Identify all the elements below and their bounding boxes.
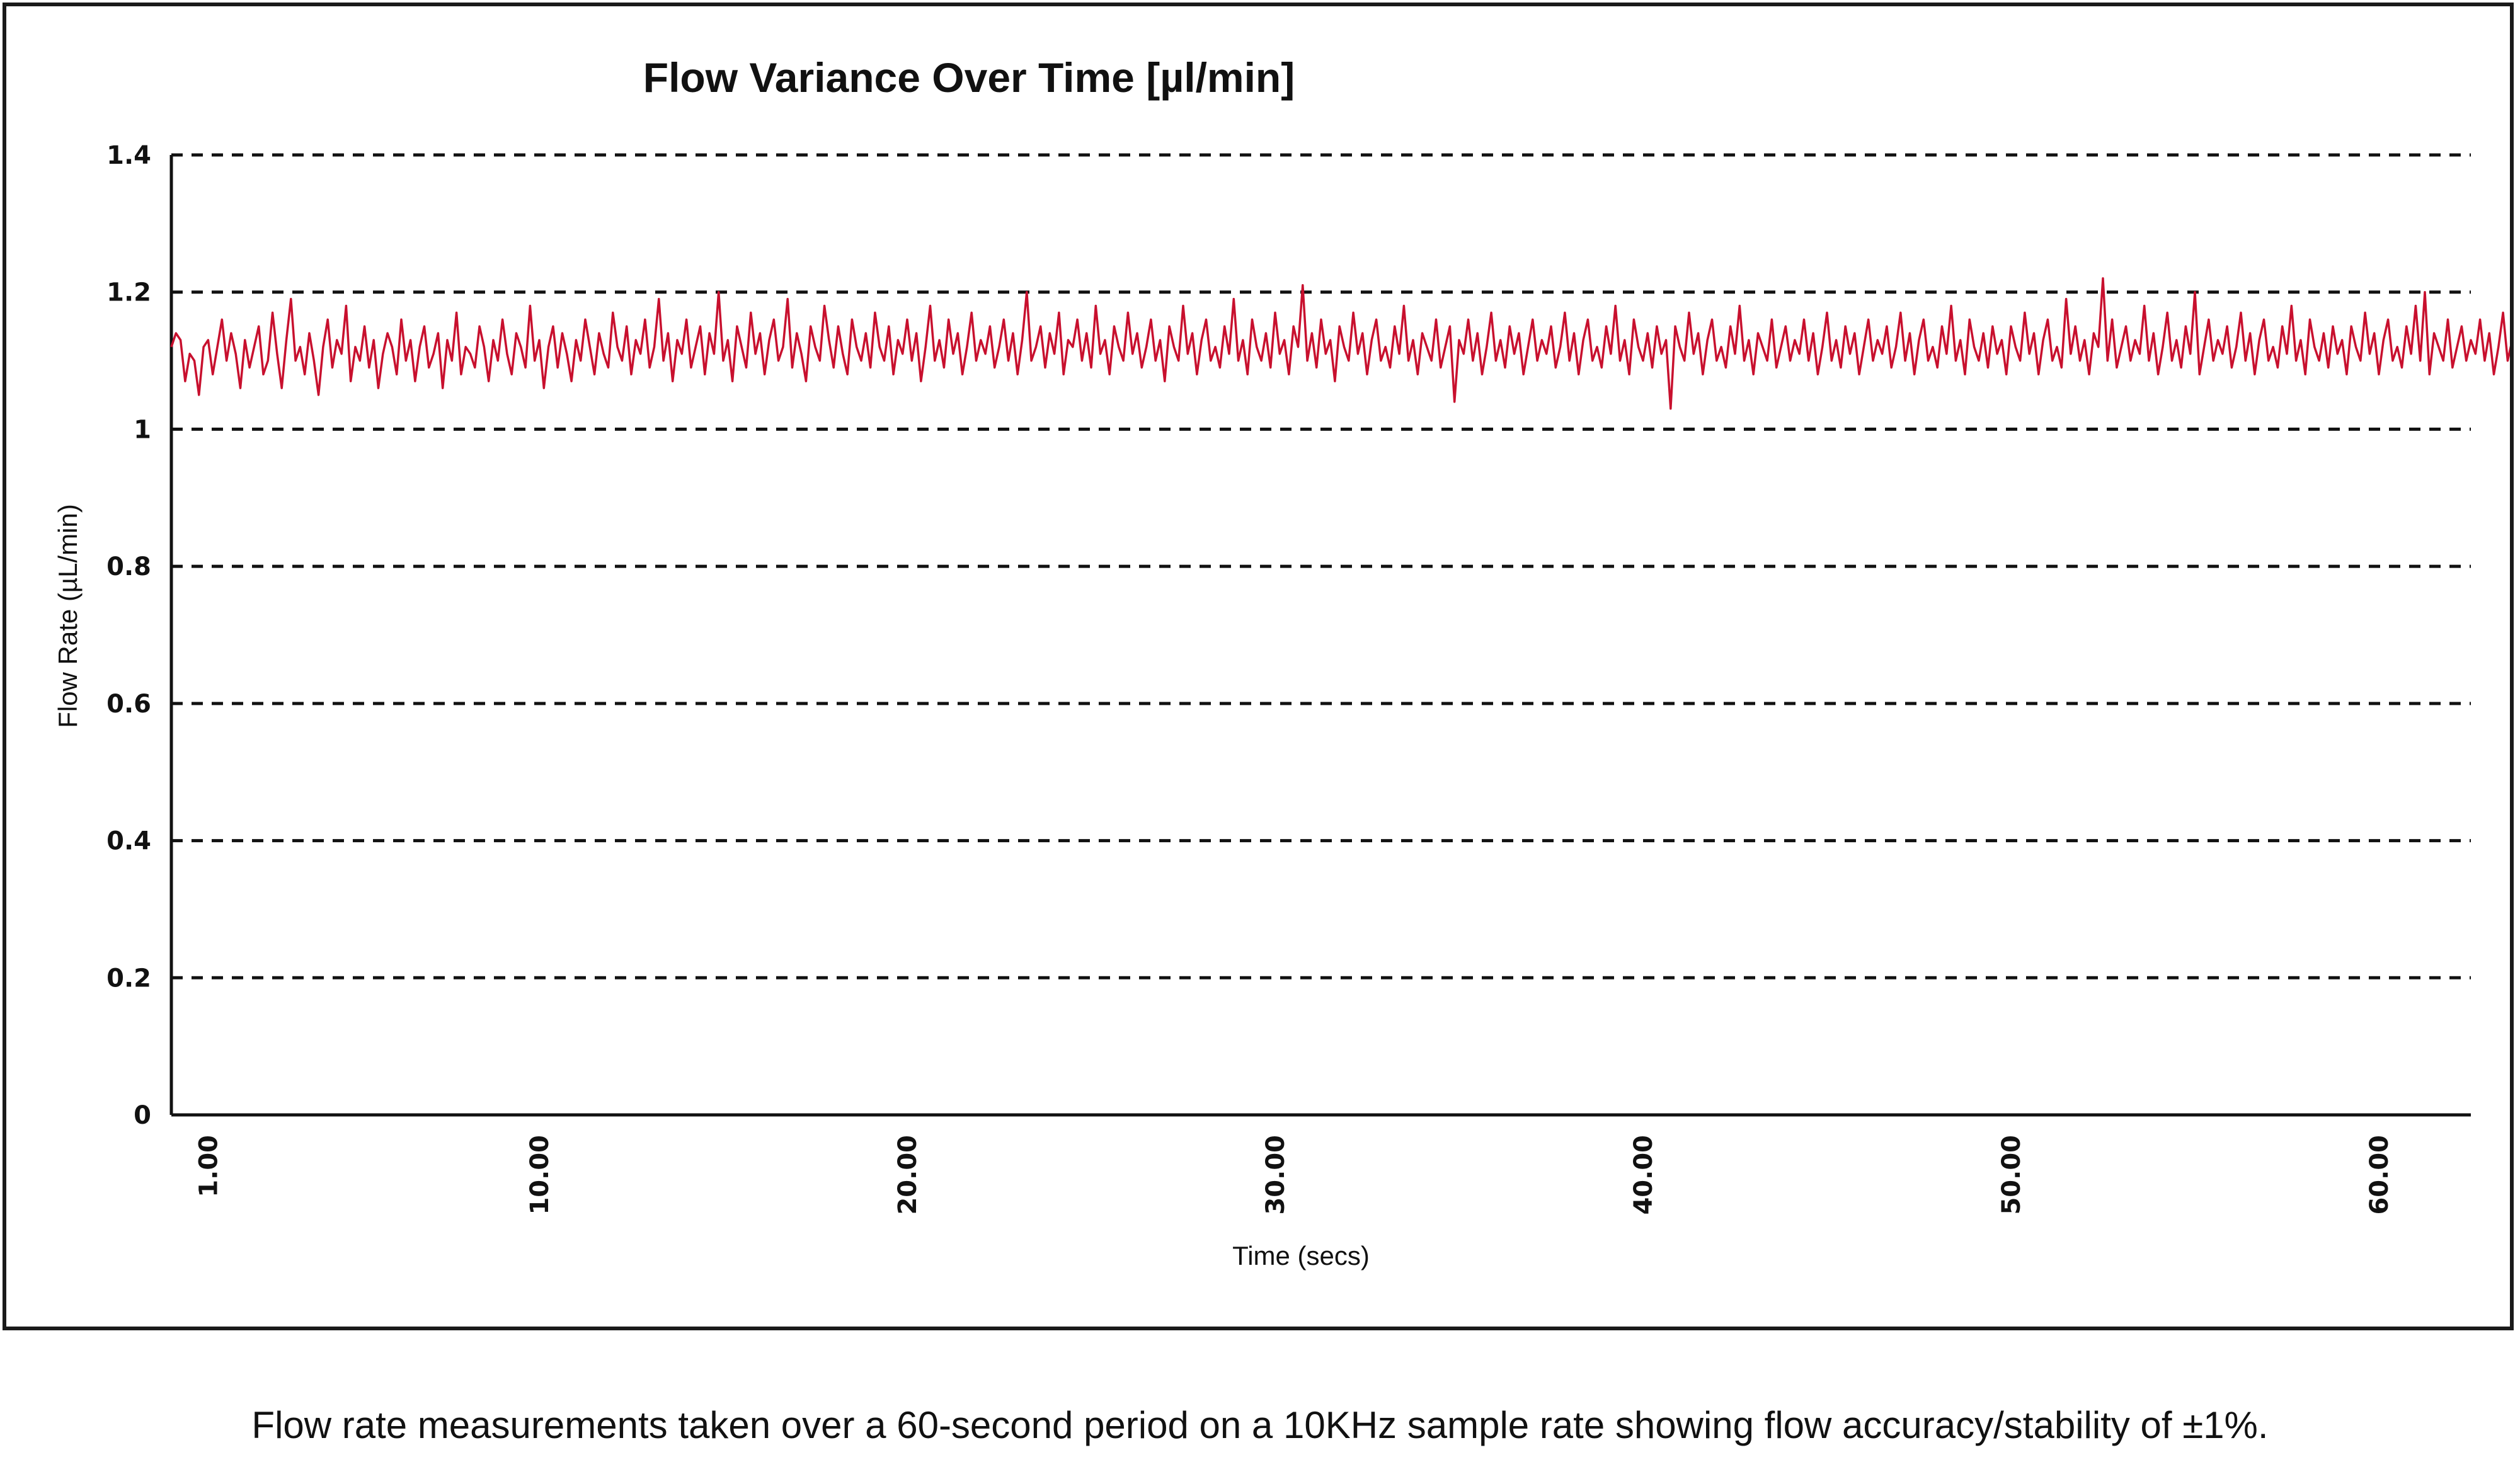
series-line-flow-rate	[170, 277, 2510, 410]
axes-layer	[169, 155, 2471, 1117]
chart-title: Flow Variance Over Time [µl/min]	[643, 54, 1295, 101]
y-tick-label: 1	[134, 415, 151, 444]
y-tick-label: 0	[134, 1101, 151, 1130]
y-tick-label: 0.8	[106, 552, 151, 581]
x-tick-label: 1.00	[194, 1135, 223, 1197]
y-tick-label: 0.6	[106, 690, 151, 719]
y-tick-label: 1.4	[106, 141, 151, 170]
x-tick-label: 40.00	[1629, 1135, 1658, 1215]
y-tick-label: 1.2	[106, 278, 151, 307]
y-tick-label: 0.4	[106, 827, 151, 856]
figure-caption: Flow rate measurements taken over a 60-s…	[251, 1404, 2269, 1446]
x-tick-labels: 1.00 10.00 20.00 30.00 40.00 50.00 60.00	[194, 1135, 2394, 1215]
grid-layer	[171, 153, 2471, 979]
x-axis-label: Time (secs)	[1232, 1241, 1370, 1270]
series-layer	[170, 277, 2510, 410]
x-tick-label: 50.00	[1997, 1135, 2026, 1215]
x-tick-label: 30.00	[1261, 1135, 1290, 1215]
x-tick-label: 20.00	[893, 1135, 922, 1215]
chart-svg: Flow Variance Over Time [µl/min] 0 0.2 0.4…	[53, 54, 2510, 1270]
x-tick-label: 60.00	[2365, 1135, 2394, 1215]
x-tick-label: 10.00	[525, 1135, 554, 1215]
y-tick-label: 0.2	[106, 964, 151, 993]
y-tick-labels: 0 0.2 0.4 0.6 0.8 1 1.2 1.4	[106, 141, 151, 1130]
y-axis-label: Flow Rate (µL/min)	[53, 504, 83, 728]
chart-frame: Flow Variance Over Time [µl/min] 0 0.2 0.4…	[3, 3, 2514, 1330]
